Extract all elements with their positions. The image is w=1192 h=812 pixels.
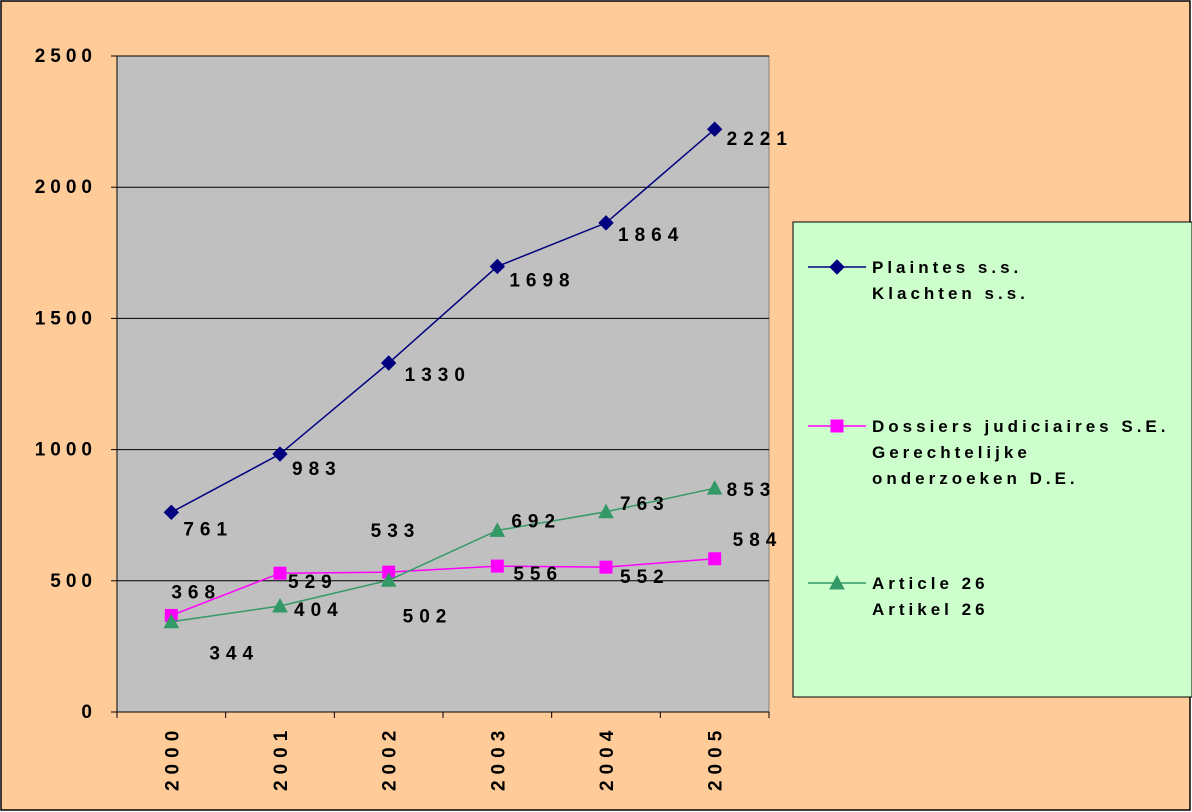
legend-item-3: Article 26 Artikel 26 bbox=[808, 574, 989, 619]
legend-label: Klachten s.s. bbox=[872, 284, 1029, 303]
legend-label: Article 26 bbox=[872, 574, 989, 593]
data-point bbox=[706, 480, 723, 495]
data-labels: 761 983 1330 1698 1864 2221 368 529 533 556 552 584… bbox=[171, 129, 793, 665]
data-label: 763 bbox=[620, 494, 670, 515]
series-line bbox=[171, 487, 715, 623]
data-point bbox=[598, 215, 614, 231]
axes: 0 500 1000 1500 2000 2500 2000 2001 2002 2003 2004… bbox=[35, 46, 770, 791]
data-label: 404 bbox=[294, 600, 344, 621]
data-label: 1330 bbox=[405, 365, 471, 386]
y-tick-label: 0 bbox=[81, 702, 97, 723]
x-tick-label: 2000 bbox=[162, 725, 183, 791]
data-label: 368 bbox=[171, 582, 221, 603]
data-point bbox=[272, 446, 288, 462]
legend-label: Artikel 26 bbox=[872, 600, 989, 619]
data-label: 761 bbox=[183, 519, 233, 540]
data-label: 533 bbox=[371, 521, 421, 542]
data-label: 344 bbox=[209, 644, 259, 665]
data-point bbox=[380, 572, 397, 587]
series-2 bbox=[164, 552, 722, 622]
legend-label: Dossiers judiciaires S.E. bbox=[872, 417, 1169, 436]
data-label: 2221 bbox=[727, 129, 793, 150]
data-point bbox=[489, 522, 506, 537]
y-tick-label: 1500 bbox=[35, 308, 97, 329]
data-label: 529 bbox=[288, 572, 338, 593]
legend-marker bbox=[830, 419, 844, 433]
data-label: 556 bbox=[513, 564, 563, 585]
y-tick-label: 2500 bbox=[35, 46, 97, 67]
series-lines bbox=[163, 121, 723, 629]
data-point bbox=[490, 559, 504, 573]
legend: Plaintes s.s. Klachten s.s. Dossiers judic… bbox=[792, 221, 1192, 698]
data-label: 853 bbox=[727, 480, 777, 501]
x-tick-label: 2001 bbox=[271, 725, 292, 791]
data-label: 1864 bbox=[618, 225, 684, 246]
legend-label: onderzoeken D.E. bbox=[872, 469, 1079, 488]
data-point bbox=[489, 258, 506, 275]
data-point bbox=[706, 121, 723, 137]
data-label: 983 bbox=[292, 459, 342, 480]
data-point bbox=[273, 566, 287, 580]
x-tick-label: 2002 bbox=[380, 725, 401, 791]
data-point bbox=[708, 552, 722, 566]
x-tick-label: 2003 bbox=[488, 725, 509, 791]
x-tick-label: 2005 bbox=[706, 725, 727, 791]
data-label: 552 bbox=[620, 567, 670, 588]
data-point bbox=[599, 560, 613, 574]
data-label: 692 bbox=[511, 511, 561, 532]
y-tick-label: 1000 bbox=[35, 440, 97, 461]
legend-item-2: Dossiers judiciaires S.E. Gerechtelijke on… bbox=[808, 417, 1169, 488]
data-point bbox=[598, 503, 614, 519]
series-1 bbox=[163, 121, 723, 521]
x-tick-label: 2004 bbox=[597, 725, 618, 791]
series-line bbox=[171, 558, 715, 617]
legend-box bbox=[792, 221, 1192, 698]
data-label: 584 bbox=[733, 530, 783, 551]
data-label: 502 bbox=[403, 606, 453, 627]
y-tick-label: 2000 bbox=[35, 177, 97, 198]
series-line bbox=[170, 128, 716, 513]
legend-marker bbox=[829, 259, 845, 275]
gridlines bbox=[117, 55, 769, 582]
data-label: 1698 bbox=[509, 270, 575, 291]
data-point bbox=[380, 355, 397, 371]
series-3 bbox=[163, 480, 723, 629]
legend-label: Gerechtelijke bbox=[872, 443, 1031, 462]
data-point bbox=[163, 504, 180, 521]
data-point bbox=[272, 597, 288, 613]
data-point bbox=[163, 613, 180, 629]
legend-item-1: Plaintes s.s. Klachten s.s. bbox=[808, 258, 1029, 303]
y-tick-label: 500 bbox=[50, 571, 97, 592]
plot-background bbox=[116, 55, 770, 713]
legend-marker bbox=[829, 574, 845, 590]
legend-label: Plaintes s.s. bbox=[872, 258, 1022, 277]
